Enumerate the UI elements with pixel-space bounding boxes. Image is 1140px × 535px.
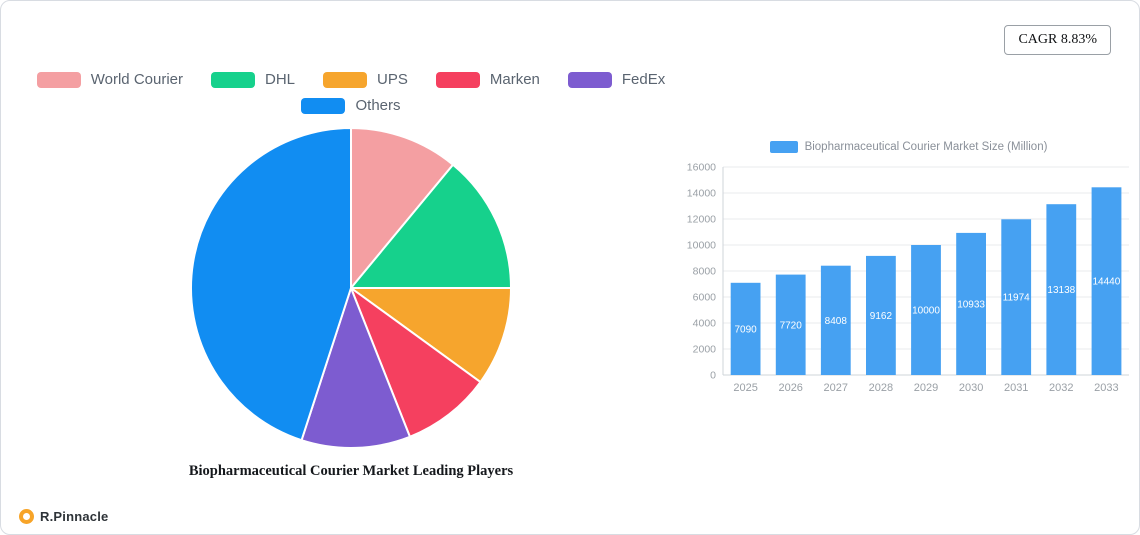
legend-swatch bbox=[36, 71, 81, 88]
legend-swatch bbox=[435, 71, 480, 88]
pie-chart-title: Biopharmaceutical Courier Market Leading… bbox=[188, 463, 514, 479]
x-axis-label: 2026 bbox=[778, 382, 802, 394]
y-axis-label: 0 bbox=[710, 370, 716, 382]
y-axis-label: 8000 bbox=[693, 266, 717, 278]
y-axis-label: 2000 bbox=[693, 344, 717, 356]
legend-label: UPS bbox=[377, 71, 408, 88]
logo-icon bbox=[19, 509, 34, 524]
bar-value-label: 9162 bbox=[870, 311, 893, 322]
pie-slice-world-courier bbox=[350, 127, 454, 289]
bar-value-label: 10000 bbox=[912, 306, 940, 317]
legend-label: DHL bbox=[265, 71, 296, 88]
x-axis-label: 2028 bbox=[869, 382, 893, 394]
bar-2032 bbox=[1046, 204, 1077, 375]
pie-legend-row: Others bbox=[301, 97, 401, 114]
pie-legend-item-world-courier[interactable]: World Courier bbox=[36, 71, 183, 88]
x-axis-label: 2027 bbox=[824, 382, 848, 394]
bar-2025 bbox=[730, 282, 761, 375]
bar-legend-label: Biopharmaceutical Courier Market Size (M… bbox=[804, 141, 1048, 153]
x-axis-label: 2031 bbox=[1004, 382, 1028, 394]
pie-slice-ups bbox=[350, 287, 512, 384]
legend-label: Marken bbox=[489, 71, 540, 88]
legend-swatch bbox=[211, 71, 255, 88]
x-axis-label: 2032 bbox=[1049, 382, 1073, 394]
bar-chart-section: Biopharmaceutical Courier Market Size (M… bbox=[681, 141, 1136, 414]
bar-value-label: 11974 bbox=[1003, 293, 1031, 304]
pie-slice-others bbox=[190, 127, 352, 442]
legend-label: Others bbox=[355, 97, 401, 114]
pie-chart-section: World Courier DHL UPS Marken FedEx Others Bio… bbox=[31, 71, 671, 480]
legend-swatch bbox=[301, 97, 346, 114]
pie-legend-row: World Courier DHL UPS Marken FedEx bbox=[36, 71, 666, 88]
cagr-badge: CAGR 8.83% bbox=[1004, 25, 1111, 55]
pie-legend: World Courier DHL UPS Marken FedEx Others bbox=[36, 71, 666, 114]
pie-slice-dhl bbox=[350, 163, 512, 289]
bar-2030 bbox=[956, 232, 986, 375]
pie-slice-marken bbox=[350, 287, 482, 438]
brand-logo: R.Pinnacle bbox=[19, 509, 108, 524]
bar-value-label: 13138 bbox=[1047, 285, 1075, 296]
pie-legend-item-dhl[interactable]: DHL bbox=[211, 71, 295, 88]
bar-legend-item[interactable]: Biopharmaceutical Courier Market Size (M… bbox=[769, 141, 1048, 153]
pie-legend-item-others[interactable]: Others bbox=[301, 97, 401, 114]
bar-2033 bbox=[1091, 187, 1122, 375]
bar-2031 bbox=[1001, 219, 1032, 375]
x-axis-label: 2033 bbox=[1094, 382, 1118, 394]
legend-label: World Courier bbox=[90, 71, 183, 88]
bar-chart: 0 2000 4000 6000 8000 10000 12000 14000 16000 709… bbox=[687, 162, 1129, 394]
legend-label: FedEx bbox=[621, 71, 666, 88]
legend-swatch bbox=[323, 71, 368, 88]
pie-legend-item-marken[interactable]: Marken bbox=[435, 71, 540, 88]
bar-chart-area: 0 2000 4000 6000 8000 10000 12000 14000 16000 709… bbox=[681, 159, 1136, 414]
x-axis-label: 2029 bbox=[914, 382, 938, 394]
bar-legend-swatch bbox=[769, 141, 798, 153]
y-axis-label: 4000 bbox=[693, 318, 717, 330]
y-axis-label: 10000 bbox=[687, 240, 716, 252]
bar-2028 bbox=[866, 255, 896, 375]
pie-legend-item-ups[interactable]: UPS bbox=[323, 71, 408, 88]
bar-value-label: 10933 bbox=[957, 299, 985, 310]
y-axis-label: 16000 bbox=[687, 162, 716, 174]
y-axis-label: 6000 bbox=[693, 292, 717, 304]
logo-text: R.Pinnacle bbox=[40, 509, 109, 524]
bar-value-label: 7720 bbox=[780, 320, 803, 331]
pie-slice-fedex bbox=[300, 287, 411, 449]
bar-2029 bbox=[911, 245, 941, 375]
bar-value-label: 8408 bbox=[825, 316, 848, 327]
bar-value-label: 14440 bbox=[1092, 277, 1120, 288]
bar-value-label: 7090 bbox=[734, 324, 757, 335]
y-axis-label: 14000 bbox=[687, 188, 716, 200]
pie-legend-item-fedex[interactable]: FedEx bbox=[567, 71, 666, 88]
pie-chart-area bbox=[186, 123, 516, 458]
x-axis-label: 2025 bbox=[733, 382, 757, 394]
cagr-text: CAGR 8.83% bbox=[1018, 32, 1097, 47]
legend-swatch bbox=[567, 71, 612, 88]
pie-chart bbox=[190, 127, 512, 449]
x-axis-label: 2030 bbox=[959, 382, 983, 394]
y-axis-label: 12000 bbox=[687, 214, 716, 226]
bar-2026 bbox=[775, 274, 806, 375]
bar-2027 bbox=[820, 265, 851, 375]
